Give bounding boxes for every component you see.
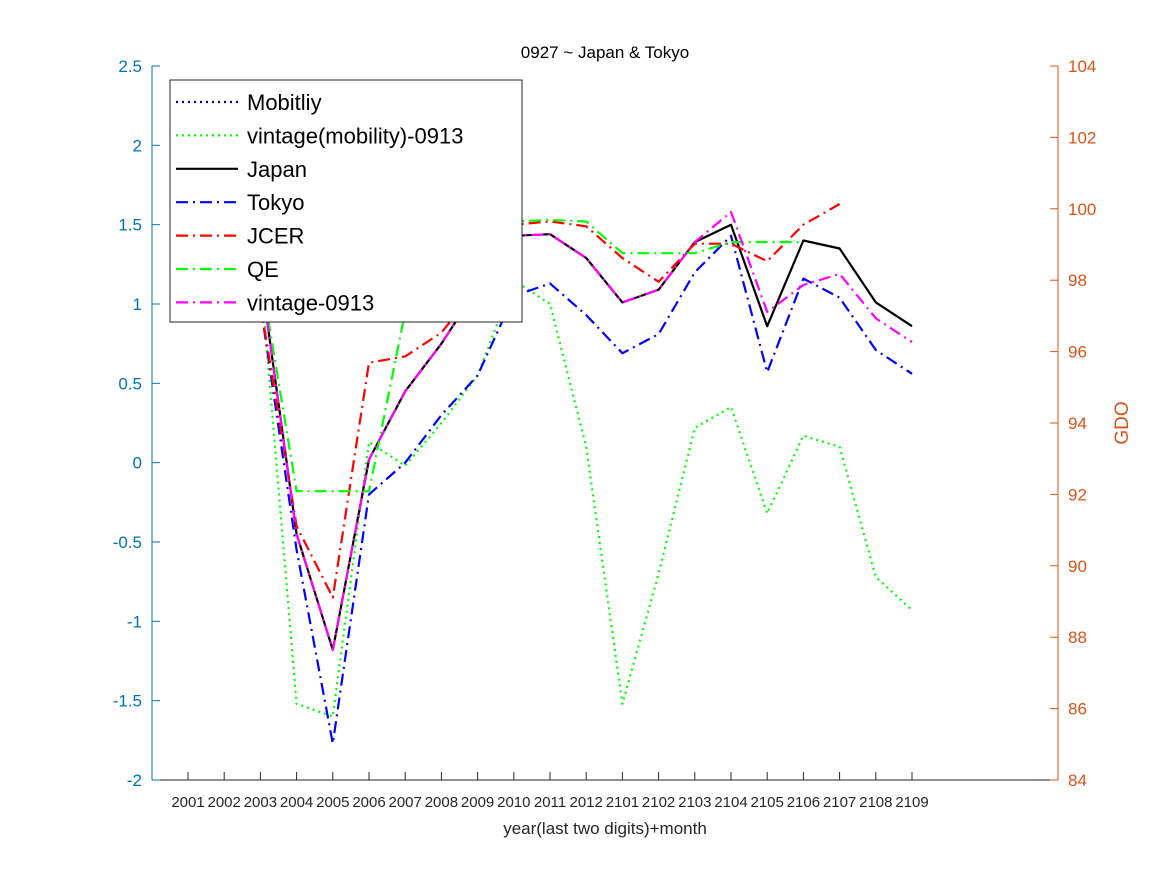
x-tick-label: 2005 [316, 794, 349, 811]
x-tick-label: 2008 [425, 794, 458, 811]
chart-title: 0927 ~ Japan & Tokyo [521, 43, 689, 62]
x-tick-label: 2109 [895, 794, 928, 811]
series-line-vintage-0913 [259, 210, 913, 651]
x-tick-label: 2105 [751, 794, 784, 811]
x-tick-label: 2012 [570, 794, 603, 811]
left-tick-label: 2 [133, 136, 142, 155]
x-tick-label: 2007 [389, 794, 422, 811]
right-tick-label: 90 [1068, 557, 1087, 576]
legend: Mobitliy vintage(mobility)-0913 Japan Tokyo… [169, 79, 523, 323]
x-tick-label: 2103 [678, 794, 711, 811]
x-tick-label: 2107 [823, 794, 856, 811]
legend-label-jcer: JCER [247, 224, 304, 249]
left-tick-label: 0 [133, 454, 142, 473]
series-line-jcer [259, 203, 841, 599]
x-tick-label: 2009 [461, 794, 494, 811]
left-tick-label: 2.5 [118, 57, 142, 76]
x-tick-label: 2006 [352, 794, 385, 811]
left-tick-label: 1 [133, 295, 142, 314]
right-tick-label: 102 [1068, 128, 1096, 147]
left-tick-label: 1.5 [118, 216, 142, 235]
x-tick-label: 2108 [859, 794, 892, 811]
legend-label-japan: Japan [247, 157, 307, 182]
right-axis-label: GDO [1112, 401, 1133, 444]
x-axis-label: year(last two digits)+month [503, 819, 707, 838]
right-tick-label: 104 [1068, 57, 1096, 76]
x-tick-label: 2003 [244, 794, 277, 811]
right-tick-label: 100 [1068, 200, 1096, 219]
x-tick-label: 2104 [714, 794, 747, 811]
x-tick-label: 2101 [606, 794, 639, 811]
right-tick-label: 94 [1068, 414, 1087, 433]
legend-label-qe: QE [247, 257, 279, 282]
left-tick-label: 0.5 [118, 374, 142, 393]
legend-label-vintage-0913: vintage-0913 [247, 290, 374, 315]
series-layer [259, 203, 913, 745]
right-axis-ticks: 104 102 100 98 96 94 92 90 88 86 84 [1050, 57, 1096, 790]
right-tick-label: 88 [1068, 628, 1087, 647]
x-tick-label: 2002 [208, 794, 241, 811]
legend-box [169, 79, 523, 323]
x-axis-ticks: 2001 2002 2003 2004 2005 2006 2007 2008 2009 2010… [171, 772, 929, 811]
right-tick-label: 96 [1068, 343, 1087, 362]
legend-entries: Mobitliy vintage(mobility)-0913 Japan Tokyo… [176, 90, 463, 315]
left-tick-label: -2 [127, 771, 142, 790]
x-tick-label: 2004 [280, 794, 313, 811]
right-tick-label: 98 [1068, 271, 1087, 290]
x-tick-label: 2106 [787, 794, 820, 811]
series-line-tokyo [259, 234, 913, 745]
legend-label-tokyo: Tokyo [247, 190, 304, 215]
right-tick-label: 92 [1068, 485, 1087, 504]
right-tick-label: 86 [1068, 700, 1087, 719]
left-tick-label: -1.5 [113, 692, 142, 711]
legend-label-mobitliy: Mobitliy [247, 90, 322, 115]
x-tick-label: 2011 [534, 794, 566, 811]
series-line-qe [259, 218, 804, 493]
x-tick-label: 2001 [171, 794, 204, 811]
left-tick-label: -1 [127, 612, 142, 631]
left-tick-label: -0.5 [113, 533, 142, 552]
x-tick-label: 2102 [642, 794, 675, 811]
legend-label-vintage-mobility-0913: vintage(mobility)-0913 [247, 123, 463, 148]
right-tick-label: 84 [1068, 771, 1087, 790]
left-axis-ticks: 2.5 2 1.5 1 0.5 0 -0.5 -1 -1.5 -2 [113, 57, 160, 790]
x-tick-label: 2010 [497, 794, 530, 811]
